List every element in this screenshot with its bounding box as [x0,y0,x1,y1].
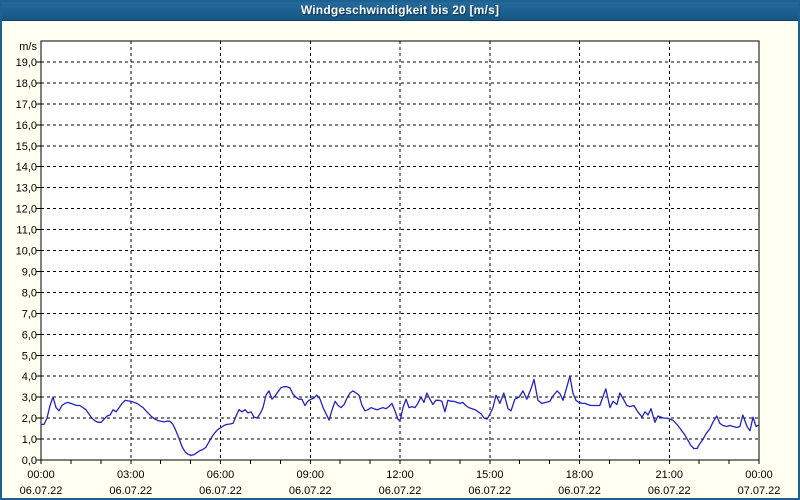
y-tick-label: 14,0 [16,162,37,174]
y-tick-label: 18,0 [16,78,37,90]
x-axis-labels: 00:00 06.07.22 03:00 06.07.22 06:00 06.07.22 0… [20,469,781,497]
vertical-gridlines [130,41,670,460]
y-tick-label: 2,0 [22,413,37,425]
x-tick-time-label: 00:00 [745,469,773,481]
y-tick-label: 10,0 [16,246,37,258]
x-tick-time-label: 00:00 [27,469,55,481]
x-tick-date-label: 06.07.22 [468,485,511,497]
y-tick-label: 15,0 [16,141,37,153]
y-axis-ticks [36,61,41,461]
x-tick-time-label: 12:00 [386,469,414,481]
y-tick-label: 3,0 [22,392,37,404]
y-tick-label: 4,0 [22,371,37,383]
window-title: Windgeschwindigkeit bis 20 [m/s] [300,3,500,17]
x-axis-ticks [40,460,760,464]
x-tick-date-label: 07.07.22 [738,485,781,497]
x-tick-date-label: 06.07.22 [379,485,422,497]
y-tick-label: 5,0 [22,350,37,362]
x-tick-time-label: 06:00 [207,469,235,481]
y-tick-label: 11,0 [16,225,37,237]
y-tick-label: 19,0 [16,57,37,69]
x-tick-time-label: 21:00 [655,469,683,481]
title-bar: Windgeschwindigkeit bis 20 [m/s] [0,0,800,21]
y-tick-label: 6,0 [22,329,37,341]
y-tick-label: 8,0 [22,287,37,299]
y-tick-label: 9,0 [22,266,37,278]
wind-speed-line [40,375,759,457]
y-tick-label: 16,0 [16,120,37,132]
x-tick-time-label: 03:00 [117,469,145,481]
x-tick-date-label: 06.07.22 [199,485,242,497]
x-tick-date-label: 06.07.22 [20,485,63,497]
y-tick-label: 13,0 [16,183,37,195]
y-tick-label: 12,0 [16,204,37,216]
x-tick-date-label: 06.07.22 [289,485,332,497]
y-axis-labels: m/s 19,0 18,0 17,0 16,0 15,0 14,0 13,0 12,0 11,0 1… [16,41,38,467]
x-tick-date-label: 06.07.22 [109,485,152,497]
y-tick-label: 0,0 [22,455,37,467]
x-tick-time-label: 18:00 [566,469,594,481]
y-tick-label: 1,0 [22,434,37,446]
x-tick-time-label: 15:00 [476,469,504,481]
x-tick-time-label: 09:00 [296,469,324,481]
y-tick-label: 7,0 [22,308,37,320]
y-axis-unit-label: m/s [19,41,37,53]
y-tick-label: 17,0 [16,99,37,111]
x-tick-date-label: 06.07.22 [648,485,691,497]
x-tick-date-label: 06.07.22 [558,485,601,497]
